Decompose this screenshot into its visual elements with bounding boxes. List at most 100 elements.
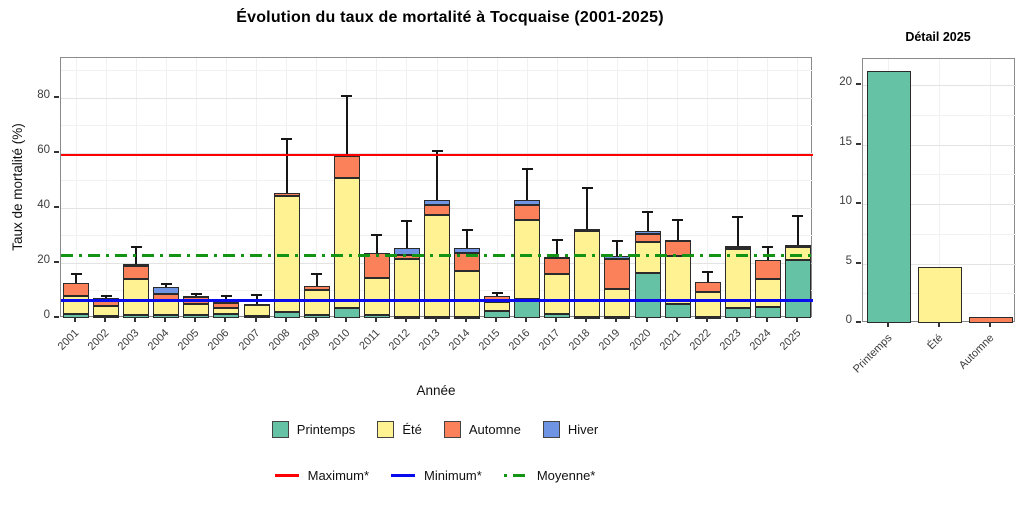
x-tickmark <box>525 317 528 322</box>
bar-2017-hiver <box>544 256 571 259</box>
bar-2023-hiver <box>724 246 751 249</box>
detail-bar-été <box>917 267 962 323</box>
v-gridline <box>466 58 468 318</box>
bar-2022-automne <box>694 282 721 292</box>
legend-swatch-printemps <box>271 421 289 438</box>
x-tickmark <box>344 317 347 322</box>
bar-2019-été <box>604 289 631 317</box>
detail-x-tick-label-automne: Automne <box>956 332 996 372</box>
reference-line-moyenne <box>61 253 813 257</box>
bar-2013-automne <box>424 205 450 215</box>
detail-x-tick-label-printemps: Printemps <box>850 332 894 376</box>
x-tickmark <box>675 317 678 322</box>
detail-x-tick-label-été: Été <box>924 332 945 353</box>
x-tickmark <box>435 317 437 322</box>
bar-2020-automne <box>634 234 661 243</box>
h-gridline-major <box>61 97 813 99</box>
errorbar-cap-2020 <box>642 210 654 213</box>
bar-2011-été <box>363 277 390 316</box>
h-gridline-major <box>863 263 1016 265</box>
v-gridline <box>195 58 197 318</box>
stat-lines-legend: Maximum* Minimum* Moyenne* <box>135 468 735 483</box>
v-gridline <box>256 58 258 318</box>
errorbar-2020 <box>646 210 649 232</box>
legend-label: Été <box>402 422 422 437</box>
v-gridline <box>677 58 679 318</box>
y-tickmark <box>54 205 59 208</box>
bar-2007-automne <box>243 304 270 307</box>
errorbar-cap-2024 <box>762 246 774 249</box>
bar-2009-été <box>303 290 330 316</box>
bar-2006-automne <box>213 302 240 308</box>
bar-2002-été <box>93 305 120 316</box>
v-gridline <box>767 58 769 318</box>
errorbar-cap-2016 <box>521 168 533 171</box>
x-tickmark <box>224 317 227 322</box>
bar-2010-été <box>333 177 360 309</box>
v-gridline <box>990 59 991 323</box>
x-tickmark <box>314 317 317 322</box>
x-tickmark <box>585 317 588 322</box>
bar-2013-hiver <box>424 199 450 206</box>
errorbar-cap-2010 <box>341 95 353 98</box>
detail-bar-printemps <box>866 70 911 323</box>
errorbar-cap-2002 <box>100 294 112 297</box>
x-tickmark <box>284 317 287 322</box>
detail-y-tick-label: 0 <box>845 314 852 326</box>
x-tickmark <box>164 317 167 322</box>
x-tickmark <box>254 317 257 322</box>
errorbar-cap-2019 <box>611 240 623 243</box>
bar-2025-printemps <box>784 259 811 318</box>
bar-2001-automne <box>63 283 90 296</box>
bar-2010-printemps <box>333 308 360 318</box>
detail-y-tickmark <box>856 83 861 86</box>
legend-item-maximum: Maximum* <box>274 468 369 483</box>
detail-x-tickmark <box>988 322 991 327</box>
legend-item-printemps: Printemps <box>271 421 355 438</box>
errorbar-2015 <box>496 291 499 296</box>
errorbar-2011 <box>375 234 378 254</box>
h-gridline-minor <box>863 174 1016 176</box>
detail-y-tick-label: 15 <box>839 135 852 148</box>
bar-2002-automne <box>93 297 120 306</box>
x-tickmark <box>735 317 738 322</box>
bar-2004-hiver <box>153 286 180 294</box>
x-tickmark <box>74 317 77 322</box>
errorbar-2025 <box>796 214 799 246</box>
legend-label: Moyenne* <box>536 468 596 483</box>
bar-2019-printemps <box>604 316 631 319</box>
h-gridline-major <box>863 85 1016 87</box>
bar-2012-été <box>393 259 420 317</box>
errorbar-cap-2001 <box>70 273 82 276</box>
errorbar-cap-2014 <box>461 228 473 231</box>
detail-y-tickmark <box>856 261 861 264</box>
detail-y-tick-label: 5 <box>845 254 852 267</box>
x-tickmark <box>404 317 407 322</box>
legend-label: Minimum* <box>424 468 482 483</box>
x-axis-label: Année <box>416 383 456 398</box>
legend-item-hiver: Hiver <box>542 421 598 438</box>
bar-2016-été <box>514 220 541 299</box>
v-gridline <box>707 58 709 318</box>
detail-x-tickmark <box>886 322 889 327</box>
y-tick-label: 40 <box>37 198 50 211</box>
errorbar-cap-2009 <box>311 272 323 275</box>
x-tickmark <box>555 317 558 322</box>
detail-bar-automne <box>968 317 1013 323</box>
errorbar-cap-2025 <box>792 214 804 217</box>
x-tickmark <box>104 317 107 322</box>
errorbar-cap-2004 <box>160 282 172 285</box>
bar-2024-automne <box>754 260 781 280</box>
detail-x-tickmark <box>937 322 940 327</box>
errorbar-cap-2003 <box>130 246 142 249</box>
bar-2014-automne <box>454 252 481 272</box>
errorbar-2009 <box>315 272 318 287</box>
bar-2004-printemps <box>153 315 180 318</box>
v-gridline <box>616 58 618 318</box>
bar-2006-été <box>213 307 240 315</box>
h-gridline-minor <box>61 70 813 72</box>
y-tick-label: 20 <box>37 253 50 266</box>
legend-item-automne: Automne <box>443 421 521 438</box>
errorbar-2007 <box>255 293 258 305</box>
